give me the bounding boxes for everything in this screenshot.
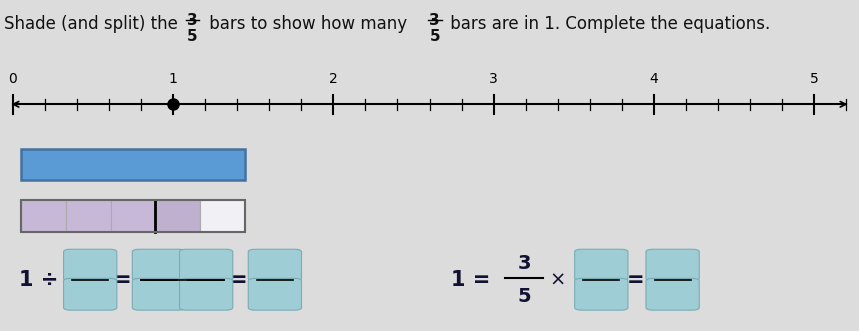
- Text: 5: 5: [430, 29, 440, 44]
- Text: 4: 4: [649, 72, 658, 86]
- Text: 3: 3: [430, 13, 440, 28]
- Text: ×: ×: [550, 270, 566, 289]
- FancyBboxPatch shape: [21, 200, 66, 232]
- FancyBboxPatch shape: [646, 249, 699, 281]
- Text: bars to show how many: bars to show how many: [204, 15, 407, 33]
- FancyBboxPatch shape: [64, 249, 117, 281]
- Text: Shade (and split) the: Shade (and split) the: [4, 15, 178, 33]
- FancyBboxPatch shape: [64, 278, 117, 310]
- FancyBboxPatch shape: [646, 278, 699, 310]
- Text: 3: 3: [490, 72, 498, 86]
- FancyBboxPatch shape: [248, 278, 302, 310]
- FancyBboxPatch shape: [248, 249, 302, 281]
- FancyBboxPatch shape: [111, 200, 155, 232]
- FancyBboxPatch shape: [155, 200, 200, 232]
- Text: =: =: [114, 270, 132, 290]
- Text: 1 ÷: 1 ÷: [19, 270, 58, 290]
- Text: 0: 0: [9, 72, 17, 86]
- Text: =: =: [230, 270, 248, 290]
- Text: =: =: [627, 270, 645, 290]
- FancyBboxPatch shape: [21, 149, 245, 180]
- FancyBboxPatch shape: [180, 249, 233, 281]
- FancyBboxPatch shape: [200, 200, 245, 232]
- Text: 3: 3: [187, 13, 198, 28]
- Text: 1 =: 1 =: [451, 270, 490, 290]
- Text: 1: 1: [168, 72, 178, 86]
- FancyBboxPatch shape: [180, 278, 233, 310]
- FancyBboxPatch shape: [66, 200, 111, 232]
- FancyBboxPatch shape: [575, 249, 628, 281]
- Text: 5: 5: [810, 72, 819, 86]
- FancyBboxPatch shape: [132, 249, 186, 281]
- Text: 3: 3: [517, 254, 531, 273]
- Text: 5: 5: [517, 287, 531, 306]
- Text: bars are in 1. Complete the equations.: bars are in 1. Complete the equations.: [445, 15, 771, 33]
- FancyBboxPatch shape: [575, 278, 628, 310]
- Text: 2: 2: [329, 72, 338, 86]
- FancyBboxPatch shape: [132, 278, 186, 310]
- Text: 5: 5: [187, 29, 198, 44]
